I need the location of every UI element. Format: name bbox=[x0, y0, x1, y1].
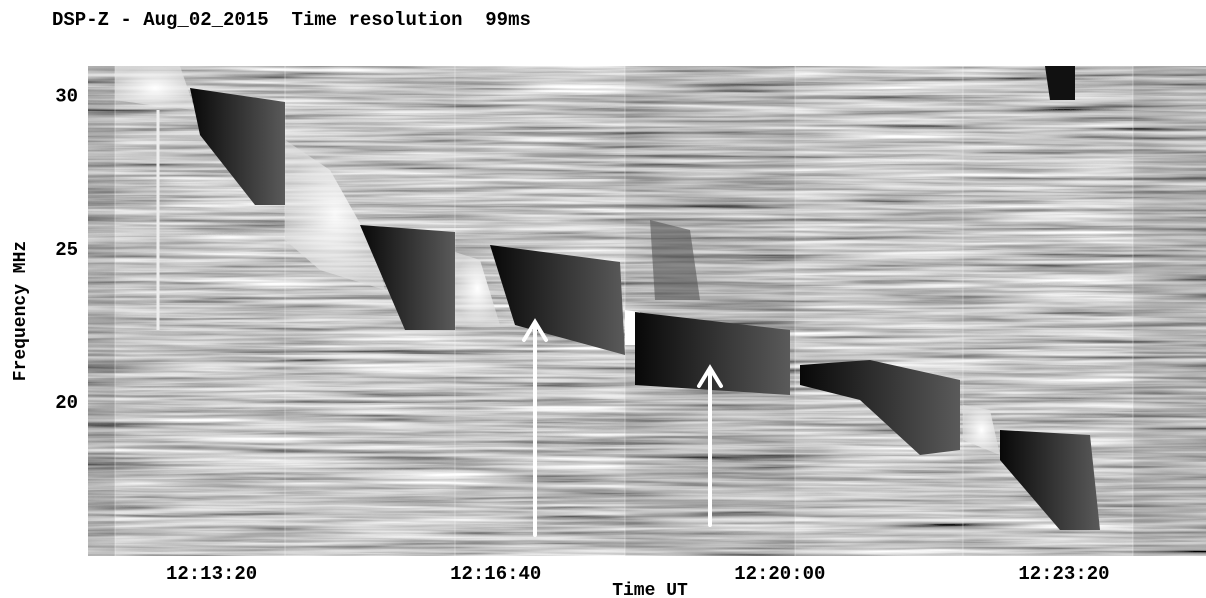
y-tick-label: 20 bbox=[55, 392, 78, 414]
panel-shade bbox=[1133, 66, 1206, 556]
y-tick-label: 25 bbox=[55, 239, 78, 261]
x-tick-label: 12:23:20 bbox=[1018, 563, 1109, 585]
x-tick-label: 12:16:40 bbox=[450, 563, 541, 585]
spectrogram-image bbox=[88, 66, 1206, 556]
chart: DSP-Z - Aug_02_2015 Time resolution 99ms bbox=[0, 0, 1206, 598]
y-axis-label: Frequency MHz bbox=[11, 241, 31, 381]
burst-dark bbox=[1045, 66, 1075, 100]
x-axis-label: Time UT bbox=[612, 581, 688, 598]
y-tick-label: 30 bbox=[55, 86, 78, 108]
panel-shade bbox=[88, 66, 115, 556]
x-tick-label: 12:20:00 bbox=[734, 563, 825, 585]
chart-title: DSP-Z - Aug_02_2015 Time resolution 99ms bbox=[52, 9, 531, 31]
x-tick-label: 12:13:20 bbox=[166, 563, 257, 585]
panel-shade bbox=[795, 66, 963, 556]
